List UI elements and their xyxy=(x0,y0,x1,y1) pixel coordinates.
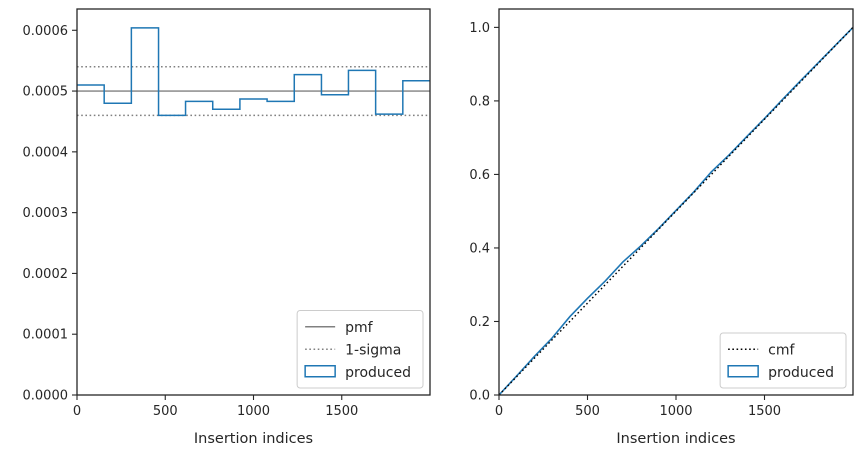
legend-label-cmf: cmf xyxy=(768,342,795,358)
legend-label-produced: produced xyxy=(768,365,834,381)
pmf-reference-lines xyxy=(77,65,430,117)
x-tick-label: 1500 xyxy=(325,404,358,419)
legend-box xyxy=(719,332,847,389)
y-tick-label: 0.0006 xyxy=(23,24,69,39)
y-tick-label: 1.0 xyxy=(469,21,490,36)
y-tick-label: 0.4 xyxy=(469,241,490,256)
y-tick-label: 0.8 xyxy=(469,94,490,109)
legend-swatch xyxy=(304,365,336,378)
x-tick-label: 0 xyxy=(495,404,503,419)
produced-step-line xyxy=(77,27,430,117)
produced-cumulative-line xyxy=(498,26,854,396)
y-tick-label: 0.0 xyxy=(469,389,490,404)
x-tick-label: 1500 xyxy=(748,404,781,419)
cumulative-series xyxy=(498,26,854,396)
y-tick-label: 0.6 xyxy=(469,168,490,183)
x-tick-label: 0 xyxy=(73,404,81,419)
cmf-line xyxy=(498,26,854,396)
legend-label-pmf: pmf xyxy=(345,320,374,336)
left-x-ticks: 0 500 1000 1500 xyxy=(73,395,358,419)
y-tick-label: 0.0005 xyxy=(23,85,69,100)
legend-box xyxy=(296,310,424,389)
x-tick-label: 1000 xyxy=(659,404,692,419)
x-tick-label: 500 xyxy=(575,404,600,419)
pmf-histogram-chart: 0 500 1000 1500 0.00000.00010.00020.00030.0… xyxy=(23,8,431,447)
cmf-cumulative-chart: 0 500 1000 1500 0.0 0.2 0.4 0.6 0.8 1.0 Insertio… xyxy=(469,8,854,447)
y-tick-label: 0.2 xyxy=(469,315,490,330)
left-x-axis-label: Insertion indices xyxy=(194,431,313,447)
y-tick-label: 0.0000 xyxy=(23,389,69,404)
y-tick-label: 0.0004 xyxy=(23,145,69,160)
y-tick-label: 0.0002 xyxy=(23,267,69,282)
legend-swatch xyxy=(727,365,759,378)
x-tick-label: 500 xyxy=(153,404,178,419)
produced-step-series xyxy=(77,27,430,117)
left-legend: pmf 1-sigma produced xyxy=(296,310,424,389)
right-legend: cmf produced xyxy=(719,332,847,389)
right-y-ticks: 0.0 0.2 0.4 0.6 0.8 1.0 xyxy=(469,21,499,404)
y-tick-label: 0.0001 xyxy=(23,328,69,343)
y-tick-label: 0.0003 xyxy=(23,206,69,221)
x-tick-label: 1000 xyxy=(237,404,270,419)
right-x-ticks: 0 500 1000 1500 xyxy=(495,395,781,419)
legend-label-1-sigma: 1-sigma xyxy=(345,342,401,358)
left-y-ticks: 0.0000 0.0001 0.0002 0.0003 0.0004 0.0005 0.00… xyxy=(23,24,77,404)
legend-label-produced: produced xyxy=(345,365,411,381)
right-x-axis-label: Insertion indices xyxy=(616,431,735,447)
